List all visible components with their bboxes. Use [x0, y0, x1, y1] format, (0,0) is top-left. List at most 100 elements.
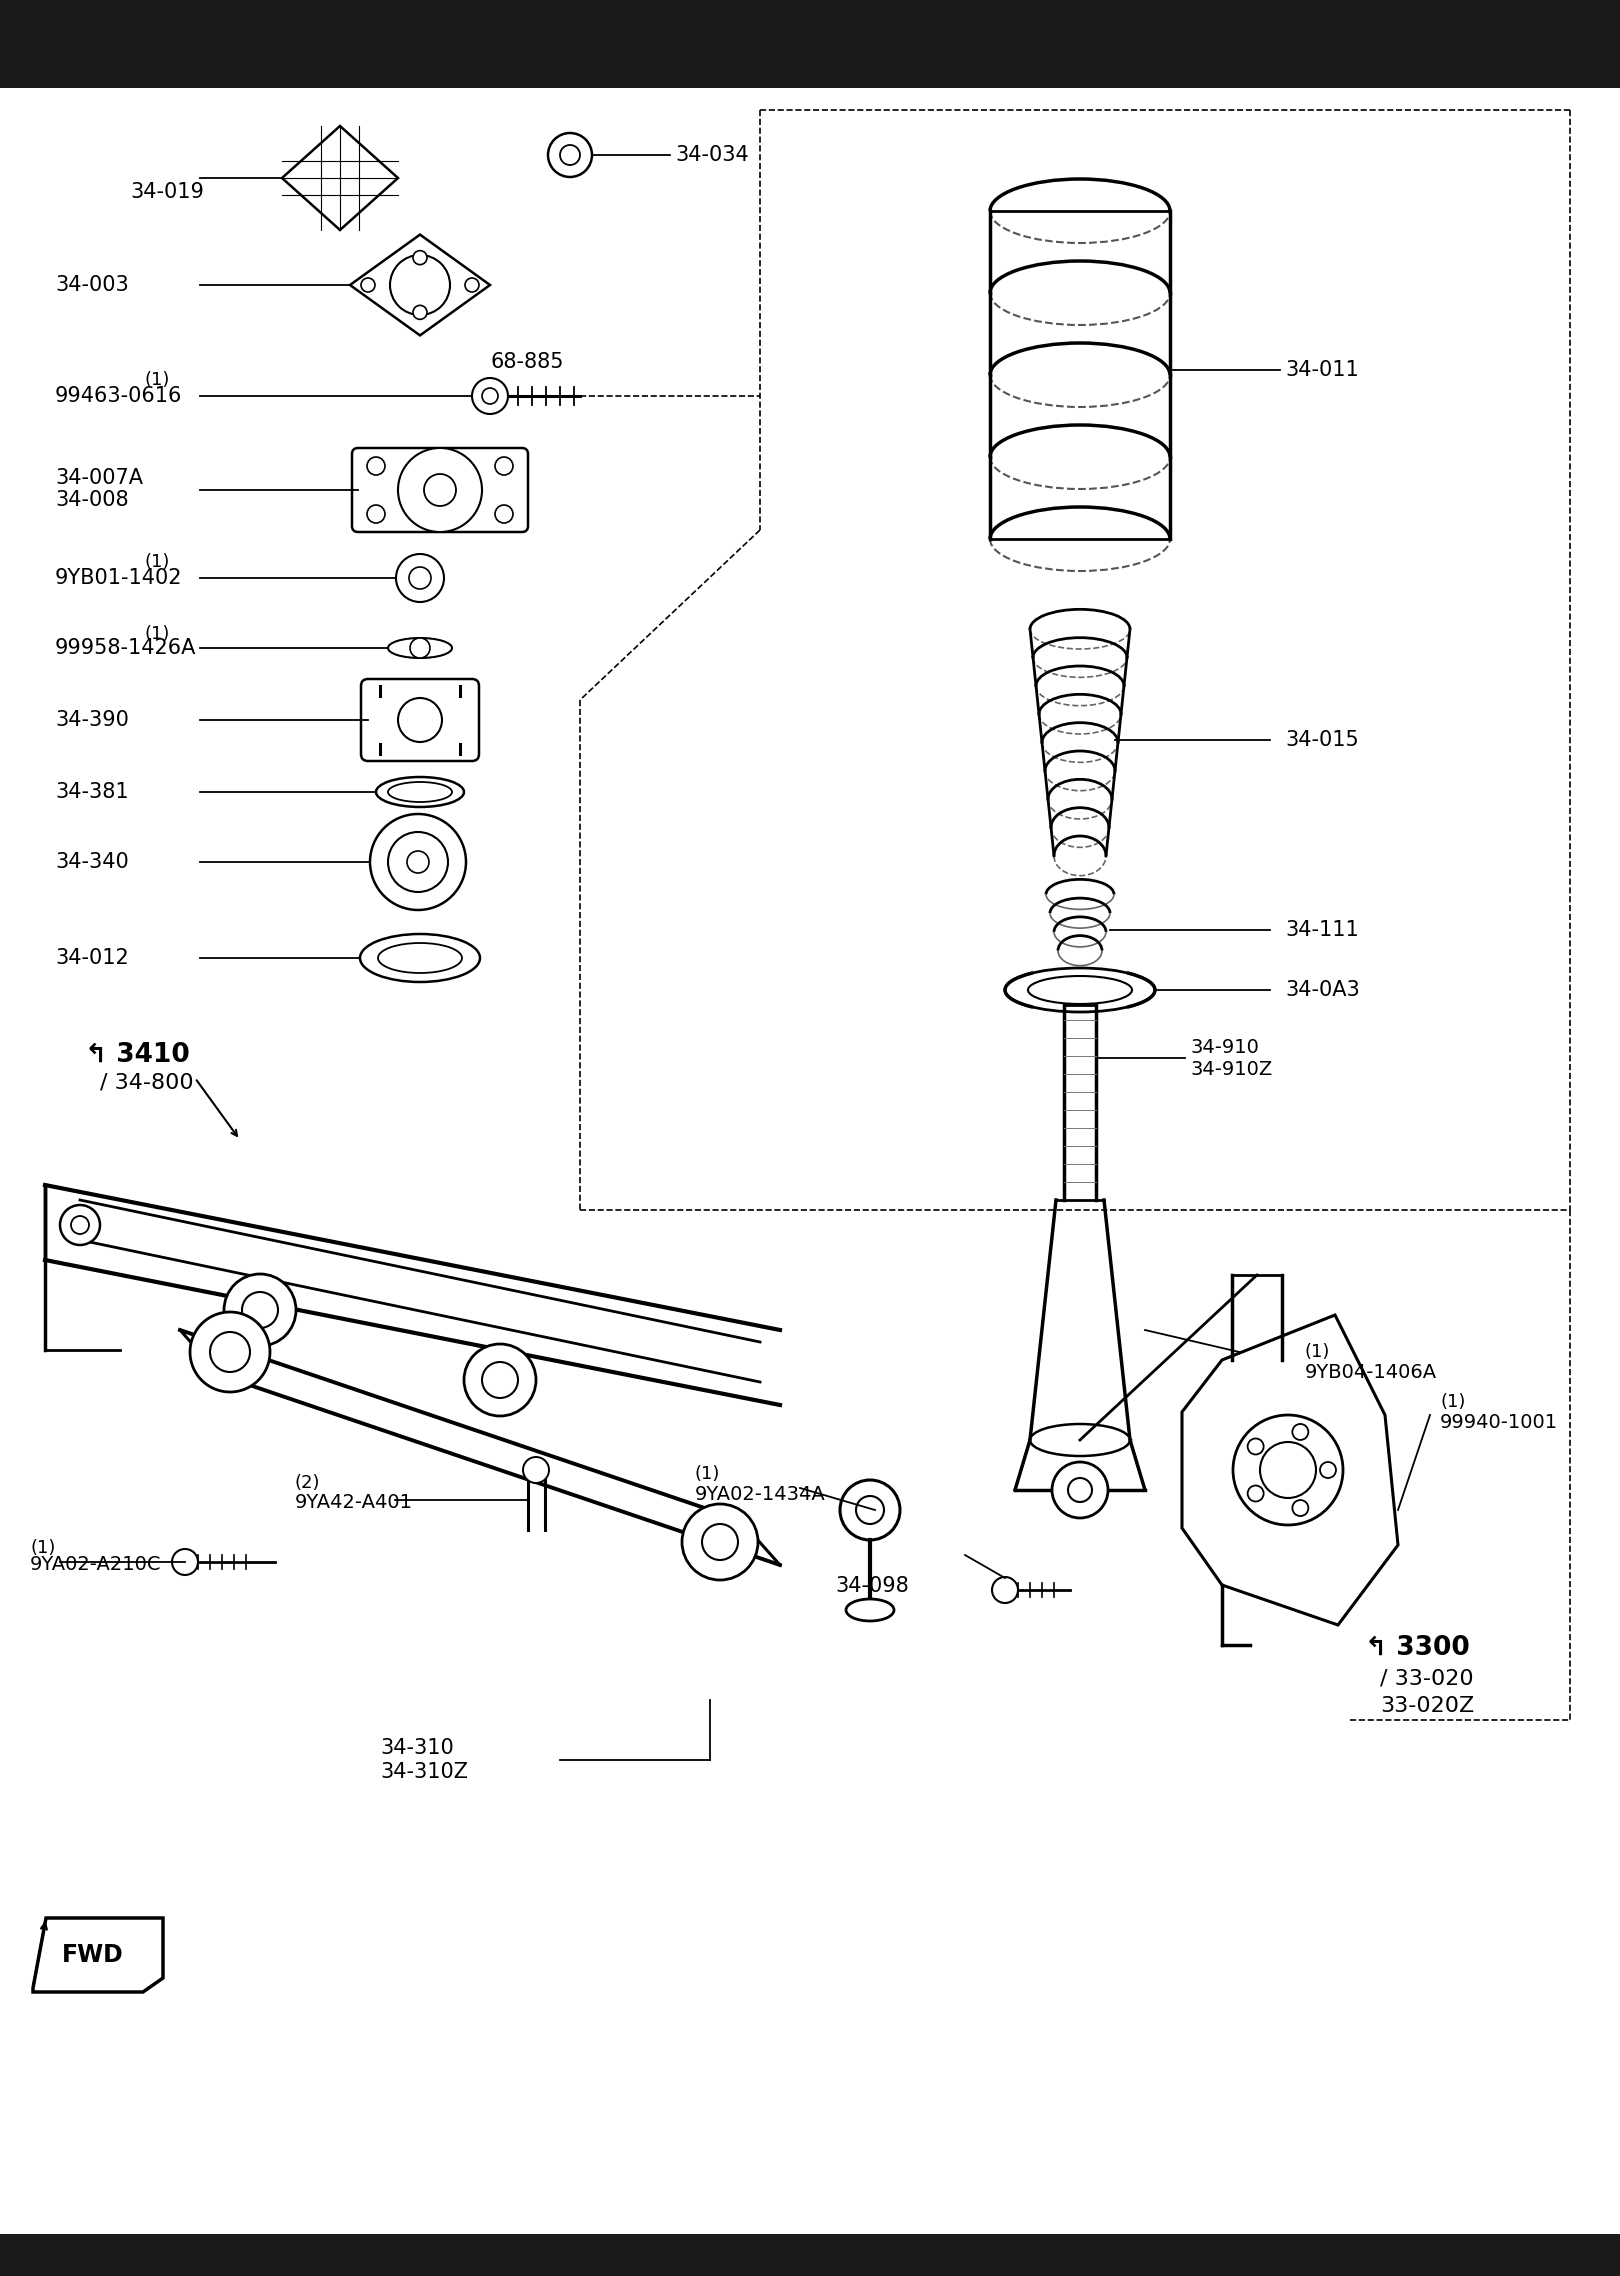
- Text: 34-340: 34-340: [55, 851, 128, 872]
- Text: 9YA42-A401: 9YA42-A401: [295, 1493, 413, 1511]
- Text: 34-910
34-910Z: 34-910 34-910Z: [1191, 1038, 1272, 1079]
- Ellipse shape: [1029, 976, 1132, 1004]
- Ellipse shape: [361, 278, 374, 291]
- Ellipse shape: [496, 505, 514, 523]
- Ellipse shape: [395, 553, 444, 601]
- Ellipse shape: [368, 457, 386, 476]
- Ellipse shape: [1320, 1461, 1336, 1477]
- Ellipse shape: [413, 305, 428, 319]
- Ellipse shape: [389, 833, 449, 892]
- Text: 34-098: 34-098: [834, 1575, 909, 1595]
- Ellipse shape: [682, 1504, 758, 1580]
- Ellipse shape: [496, 457, 514, 476]
- Ellipse shape: [561, 146, 580, 164]
- Text: (1): (1): [146, 626, 170, 644]
- Text: 9YB01-1402: 9YB01-1402: [55, 569, 183, 587]
- Ellipse shape: [399, 699, 442, 742]
- Text: 34-015: 34-015: [1285, 731, 1359, 751]
- Text: 34-111: 34-111: [1285, 920, 1359, 940]
- Text: ↰ 3410: ↰ 3410: [84, 1042, 190, 1067]
- Text: 9YA02-1434A: 9YA02-1434A: [695, 1484, 826, 1504]
- Text: FRONT SUSPENSION MECHANISMS: FRONT SUSPENSION MECHANISMS: [514, 30, 1106, 59]
- Ellipse shape: [360, 933, 480, 981]
- Ellipse shape: [389, 783, 452, 801]
- Text: 34-003: 34-003: [55, 275, 128, 296]
- Text: (1): (1): [31, 1539, 55, 1557]
- Ellipse shape: [190, 1311, 271, 1393]
- Ellipse shape: [211, 1331, 249, 1372]
- Bar: [0, 2235, 1620, 2276]
- Ellipse shape: [172, 1550, 198, 1575]
- Text: (1): (1): [1440, 1393, 1466, 1411]
- Ellipse shape: [399, 448, 483, 533]
- Text: 34-310Z: 34-310Z: [381, 1762, 468, 1782]
- Text: 99958-1426A: 99958-1426A: [55, 637, 196, 658]
- Ellipse shape: [1004, 967, 1155, 1013]
- Text: (1): (1): [146, 371, 170, 389]
- Ellipse shape: [841, 1479, 901, 1541]
- Ellipse shape: [407, 851, 429, 874]
- Ellipse shape: [855, 1495, 885, 1525]
- Text: 34-310: 34-310: [381, 1739, 454, 1757]
- Text: for your 2020 Mazda CX-5: for your 2020 Mazda CX-5: [674, 59, 946, 80]
- Text: 34-381: 34-381: [55, 783, 128, 801]
- Ellipse shape: [1233, 1416, 1343, 1525]
- Ellipse shape: [424, 473, 455, 505]
- Text: 34-034: 34-034: [676, 146, 748, 164]
- FancyBboxPatch shape: [361, 678, 480, 760]
- Text: 9YB04-1406A: 9YB04-1406A: [1306, 1363, 1437, 1382]
- Text: 34-0A3: 34-0A3: [1285, 981, 1359, 999]
- Text: 68-885: 68-885: [489, 353, 564, 371]
- Ellipse shape: [846, 1600, 894, 1621]
- Ellipse shape: [1260, 1443, 1315, 1498]
- FancyBboxPatch shape: [352, 448, 528, 533]
- Text: ↰ 3300: ↰ 3300: [1366, 1634, 1469, 1661]
- Ellipse shape: [241, 1293, 279, 1327]
- Ellipse shape: [483, 1361, 518, 1397]
- Ellipse shape: [991, 1577, 1017, 1602]
- Ellipse shape: [60, 1204, 100, 1245]
- Ellipse shape: [224, 1275, 296, 1345]
- Polygon shape: [32, 1919, 164, 1992]
- Text: / 33-020: / 33-020: [1380, 1668, 1474, 1689]
- Ellipse shape: [1051, 1461, 1108, 1518]
- Text: 34-019: 34-019: [130, 182, 204, 203]
- Text: (1): (1): [146, 553, 170, 571]
- Ellipse shape: [1293, 1425, 1309, 1441]
- Ellipse shape: [410, 637, 429, 658]
- Ellipse shape: [408, 567, 431, 589]
- Text: 34-390: 34-390: [55, 710, 130, 731]
- Ellipse shape: [71, 1215, 89, 1234]
- Ellipse shape: [523, 1457, 549, 1484]
- Ellipse shape: [465, 278, 480, 291]
- Text: 34-012: 34-012: [55, 949, 128, 967]
- Text: 99463-0616: 99463-0616: [55, 387, 183, 405]
- Ellipse shape: [1247, 1438, 1264, 1454]
- Text: (1): (1): [695, 1466, 721, 1484]
- Text: 34-011: 34-011: [1285, 360, 1359, 380]
- Bar: [0, 0, 1620, 89]
- Ellipse shape: [1247, 1486, 1264, 1502]
- Ellipse shape: [701, 1525, 739, 1559]
- Text: / 34-800: / 34-800: [100, 1072, 194, 1092]
- Ellipse shape: [548, 132, 591, 178]
- Ellipse shape: [1293, 1500, 1309, 1516]
- Ellipse shape: [1030, 1425, 1131, 1457]
- Ellipse shape: [377, 942, 462, 974]
- Ellipse shape: [483, 387, 497, 405]
- Ellipse shape: [390, 255, 450, 314]
- Text: (1): (1): [1306, 1343, 1330, 1361]
- Ellipse shape: [376, 776, 463, 808]
- Text: FWD: FWD: [62, 1944, 123, 1966]
- Ellipse shape: [1068, 1477, 1092, 1502]
- Text: 9YA02-A210C: 9YA02-A210C: [31, 1555, 162, 1575]
- Ellipse shape: [413, 250, 428, 264]
- Ellipse shape: [369, 815, 467, 910]
- Text: 99940-1001: 99940-1001: [1440, 1413, 1558, 1432]
- Ellipse shape: [471, 378, 509, 414]
- Text: 33-020Z: 33-020Z: [1380, 1696, 1474, 1716]
- Text: 34-007A: 34-007A: [55, 469, 143, 487]
- Ellipse shape: [368, 505, 386, 523]
- Ellipse shape: [389, 637, 452, 658]
- Polygon shape: [282, 125, 399, 230]
